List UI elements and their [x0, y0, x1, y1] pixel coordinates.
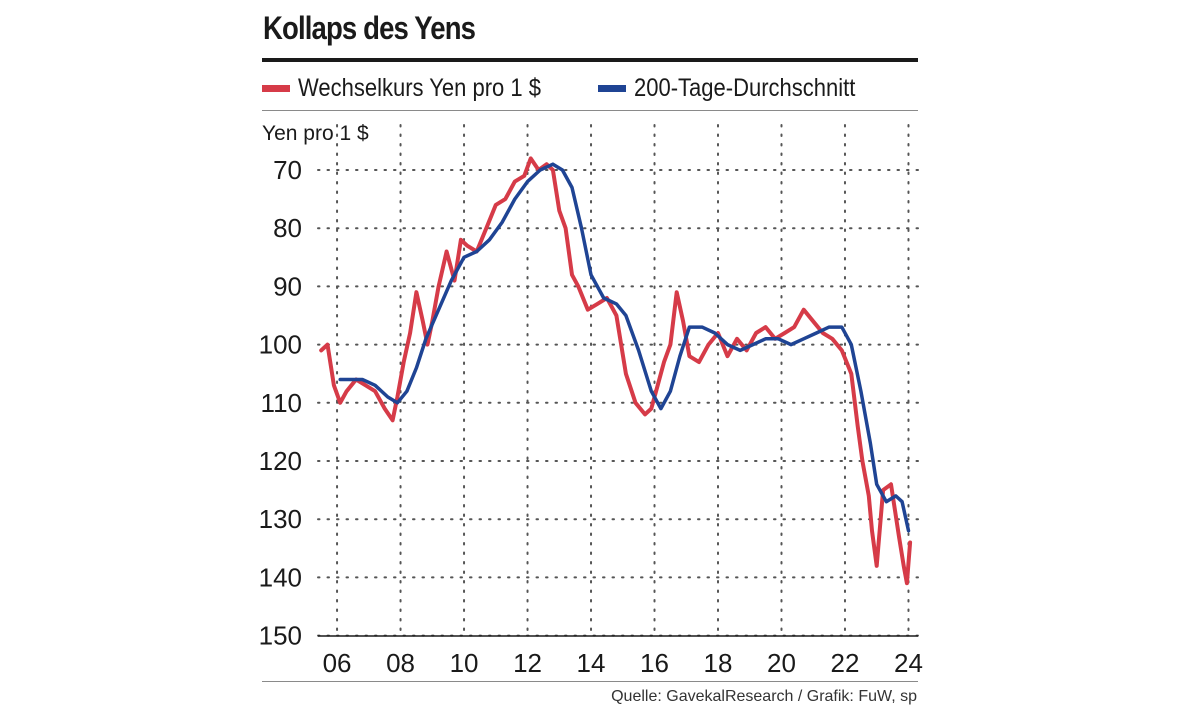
- y-tick-label-140: 140: [259, 562, 302, 592]
- y-axis-title: Yen pro 1 $: [262, 122, 369, 145]
- x-tick-label-20: 20: [767, 648, 796, 678]
- y-tick-label-80: 80: [273, 213, 302, 243]
- y-tick-label-100: 100: [259, 330, 302, 360]
- x-tick-label-08: 08: [386, 648, 415, 678]
- legend-item-exchange-rate: Wechselkurs Yen pro 1 $: [262, 68, 574, 108]
- x-tick-label-22: 22: [831, 648, 860, 678]
- x-tick-label-18: 18: [704, 648, 733, 678]
- source-note: Quelle: GavekalResearch / Grafik: FuW, s…: [611, 688, 917, 705]
- y-tick-label-70: 70: [273, 155, 302, 185]
- x-tick-label-24: 24: [894, 648, 923, 678]
- legend-label-exchange-rate: Wechselkurs Yen pro 1 $: [298, 73, 541, 102]
- y-tick-label-120: 120: [259, 446, 302, 476]
- legend: Wechselkurs Yen pro 1 $ 200-Tage-Durchsc…: [262, 68, 918, 108]
- bottom-rule: [262, 681, 918, 682]
- title-rule: [262, 58, 918, 62]
- legend-item-moving-average: 200-Tage-Durchschnitt: [598, 68, 886, 108]
- y-tick-label-110: 110: [261, 388, 302, 418]
- x-tick-label-10: 10: [450, 648, 479, 678]
- legend-swatch-blue: [598, 84, 626, 92]
- series-line-exchange-rate: [319, 156, 913, 586]
- x-tick-label-14: 14: [577, 648, 606, 678]
- x-tick-label-12: 12: [513, 648, 542, 678]
- x-tick-label-16: 16: [640, 648, 669, 678]
- legend-swatch-red: [262, 84, 290, 92]
- y-tick-label-90: 90: [273, 271, 302, 301]
- chart-title: Kollaps des Yens: [263, 10, 476, 46]
- legend-label-moving-average: 200-Tage-Durchschnitt: [634, 73, 856, 102]
- legend-rule: [262, 110, 918, 111]
- y-tick-label-150: 150: [259, 621, 302, 651]
- y-tick-label-130: 130: [259, 504, 302, 534]
- series-line-moving-average: [338, 162, 911, 533]
- x-tick-label-06: 06: [323, 648, 352, 678]
